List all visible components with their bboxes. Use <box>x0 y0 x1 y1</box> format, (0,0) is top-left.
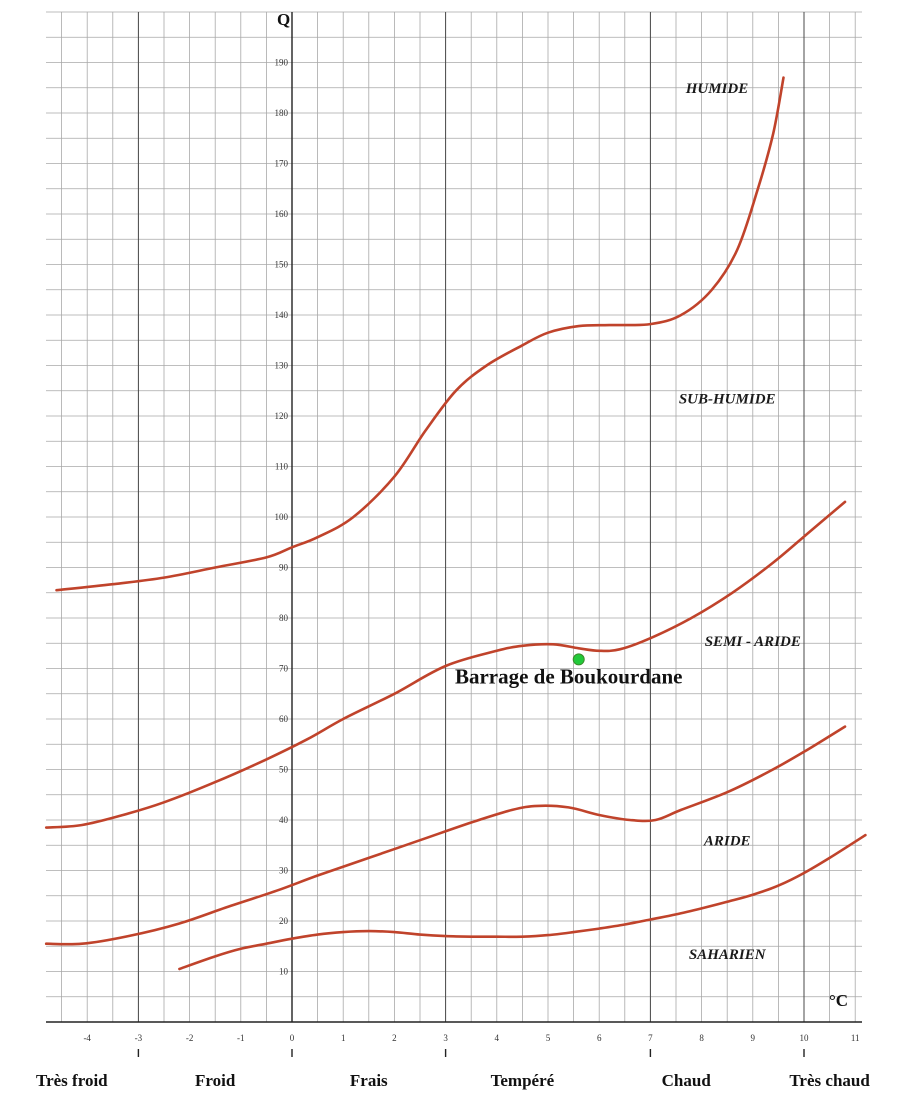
x-tick-label: 4 <box>495 1033 500 1043</box>
y-tick-label: 90 <box>279 563 289 573</box>
y-tick-label: 130 <box>275 361 289 371</box>
station-label: Barrage de Boukourdane <box>455 664 683 688</box>
x-tick-label: 7 <box>648 1033 653 1043</box>
temperature-class-label: Froid <box>195 1071 236 1090</box>
y-tick-label: 100 <box>275 512 289 522</box>
zone-boundary-curve <box>44 725 847 946</box>
y-tick-label: 170 <box>275 159 289 169</box>
x-tick-label: 5 <box>546 1033 551 1043</box>
zone-boundary-curve <box>44 500 847 829</box>
x-tick-label: 2 <box>392 1033 397 1043</box>
chart-axes: 1020304050607080901001101201301401501601… <box>46 12 862 1057</box>
zone-label: HUMIDE <box>685 81 749 97</box>
y-tick-label: 110 <box>275 462 289 472</box>
temperature-class-label: Très chaud <box>789 1071 870 1090</box>
x-tick-label: -3 <box>135 1033 143 1043</box>
x-tick-label: 1 <box>341 1033 346 1043</box>
zone-label: SEMI - ARIDE <box>705 634 801 650</box>
y-tick-label: 80 <box>279 613 289 623</box>
zone-label: SUB-HUMIDE <box>679 391 776 407</box>
zone-label: SAHARIEN <box>689 947 767 963</box>
zone-label: ARIDE <box>703 833 751 849</box>
zone-boundary-curves <box>44 76 867 971</box>
y-tick-label: 40 <box>279 815 289 825</box>
x-tick-label: 0 <box>290 1033 295 1043</box>
y-tick-label: 30 <box>279 866 289 876</box>
x-tick-label: 9 <box>751 1033 756 1043</box>
y-tick-label: 180 <box>275 108 289 118</box>
x-tick-label: 11 <box>851 1033 860 1043</box>
x-tick-label: 8 <box>699 1033 704 1043</box>
y-tick-label: 60 <box>279 714 289 724</box>
zone-boundary-curve <box>55 76 785 592</box>
x-tick-label: -2 <box>186 1033 194 1043</box>
x-tick-label: -4 <box>83 1033 91 1043</box>
chart-labels: Q °C HUMIDE SUB-HUMIDE SEMI - ARIDE ARIDE SAHA… <box>36 10 870 1090</box>
zone-boundary-curve <box>178 833 867 971</box>
temperature-class-label: Très froid <box>36 1071 108 1090</box>
y-tick-label: 140 <box>275 310 289 320</box>
y-tick-label: 20 <box>279 916 289 926</box>
x-tick-label: 10 <box>800 1033 810 1043</box>
temperature-class-label: Chaud <box>662 1071 712 1090</box>
chart-grid <box>46 11 862 1022</box>
y-tick-label: 190 <box>275 58 289 68</box>
x-tick-label: 6 <box>597 1033 602 1043</box>
y-tick-label: 160 <box>275 209 289 219</box>
y-tick-label: 70 <box>279 664 289 674</box>
station-point <box>572 653 585 666</box>
y-tick-label: 150 <box>275 260 289 270</box>
y-tick-label: 10 <box>279 967 289 977</box>
x-axis-title: °C <box>829 991 848 1010</box>
temperature-class-label: Frais <box>350 1071 388 1090</box>
y-tick-label: 120 <box>275 411 289 421</box>
y-axis-title: Q <box>277 10 290 29</box>
x-tick-label: -1 <box>237 1033 245 1043</box>
x-tick-label: 3 <box>443 1033 448 1043</box>
temperature-class-label: Tempéré <box>491 1071 555 1090</box>
y-tick-label: 50 <box>279 765 289 775</box>
